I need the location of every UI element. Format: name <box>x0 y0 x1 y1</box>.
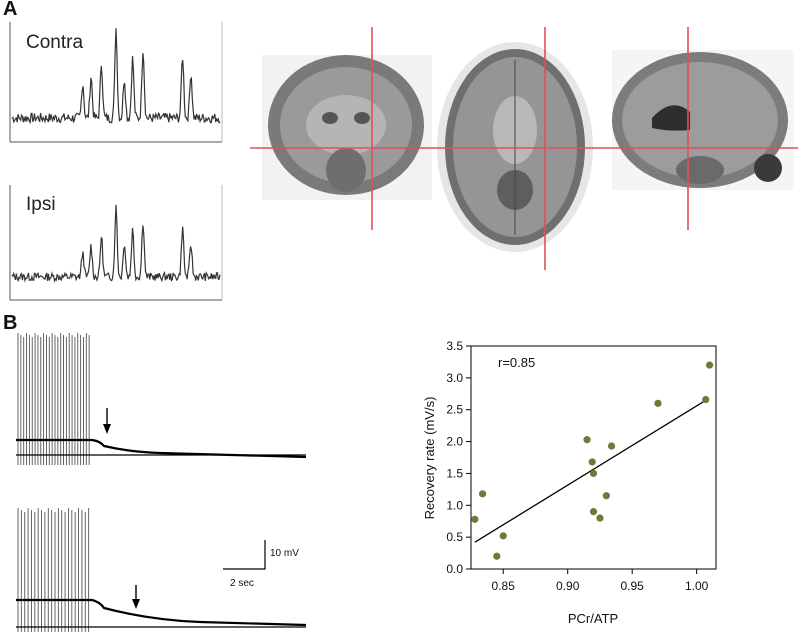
data-point <box>705 361 714 369</box>
y-tick-label: 2.0 <box>446 435 463 449</box>
y-tick-label: 1.0 <box>446 498 463 512</box>
mri-crosshairs <box>250 27 798 270</box>
data-point <box>589 469 598 478</box>
data-point <box>602 492 610 500</box>
mri-axial-view <box>437 42 593 252</box>
data-point <box>479 490 487 498</box>
scale-time-label: 2 sec <box>230 578 254 589</box>
ipsi-label: Ipsi <box>26 194 56 215</box>
x-tick-label: 1.00 <box>685 579 709 593</box>
data-point <box>471 515 479 523</box>
data-point <box>499 532 507 540</box>
data-point <box>493 552 501 560</box>
contra-label: Contra <box>26 32 84 53</box>
data-point <box>589 508 598 516</box>
correlation-annotation: r=0.85 <box>498 355 535 370</box>
data-point <box>607 442 616 450</box>
mri-sagittal-view <box>612 50 794 190</box>
ipsi-spectrum <box>9 185 223 301</box>
y-tick-label: 2.5 <box>446 403 463 417</box>
x-axis-label: PCr/ATP <box>568 611 618 626</box>
panel-b-letter: B <box>3 312 18 334</box>
y-tick-label: 3.5 <box>446 339 463 353</box>
data-point <box>583 436 591 444</box>
scatter-plot: 0.85 0.90 0.95 1.00 0.0 0.5 1.0 1.5 2.0 2.5 3.0 3.… <box>422 339 717 626</box>
y-tick-label: 0.5 <box>446 530 463 544</box>
y-tick-label: 0.0 <box>446 562 463 576</box>
panel-a-letter: A <box>3 0 18 20</box>
arrow-icon <box>103 408 111 434</box>
x-tick-label: 0.85 <box>492 579 516 593</box>
x-tick-label: 0.95 <box>621 579 645 593</box>
y-tick-label: 1.5 <box>446 466 463 480</box>
contra-spectrum <box>9 22 223 143</box>
regression-line <box>474 398 708 543</box>
x-tick-label: 0.90 <box>556 579 580 593</box>
y-tick-label: 3.0 <box>446 371 463 385</box>
contra-spectrum-line <box>11 28 221 125</box>
voltage-trace-1 <box>16 333 307 465</box>
data-point <box>596 514 604 522</box>
data-point <box>702 395 710 404</box>
data-point <box>654 399 662 407</box>
scale-bar: 10 mV 2 sec <box>223 540 299 589</box>
scale-voltage-label: 10 mV <box>270 548 299 559</box>
y-axis-label: Recovery rate (mV/s) <box>422 397 437 520</box>
ipsi-spectrum-line <box>11 204 221 283</box>
mri-coronal-view <box>262 55 432 200</box>
data-point <box>588 458 596 466</box>
arrow-icon <box>132 585 140 609</box>
voltage-trace-2 <box>16 508 307 632</box>
